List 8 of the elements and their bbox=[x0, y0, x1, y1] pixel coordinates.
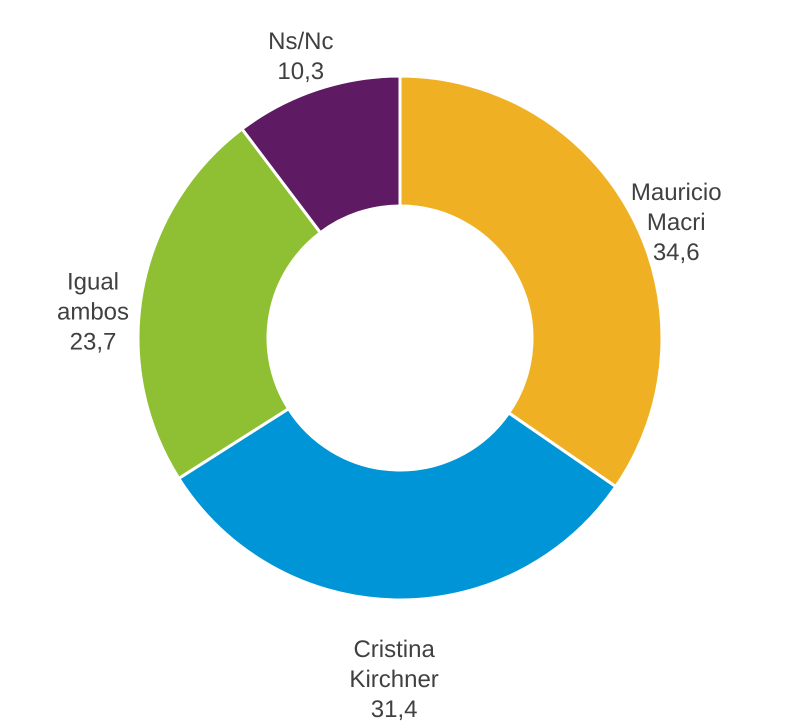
slice-label: Cristina Kirchner bbox=[349, 636, 439, 693]
slice-label: Ns/Nc bbox=[268, 28, 334, 56]
slice-label: Igual ambos bbox=[56, 268, 130, 326]
slice-label: Mauricio Macri bbox=[630, 178, 722, 236]
data-label: 10,3 bbox=[277, 58, 324, 86]
data-label: 23,7 bbox=[70, 328, 116, 356]
data-label: 31,4 bbox=[370, 696, 418, 723]
data-label: 34,6 bbox=[652, 238, 700, 266]
